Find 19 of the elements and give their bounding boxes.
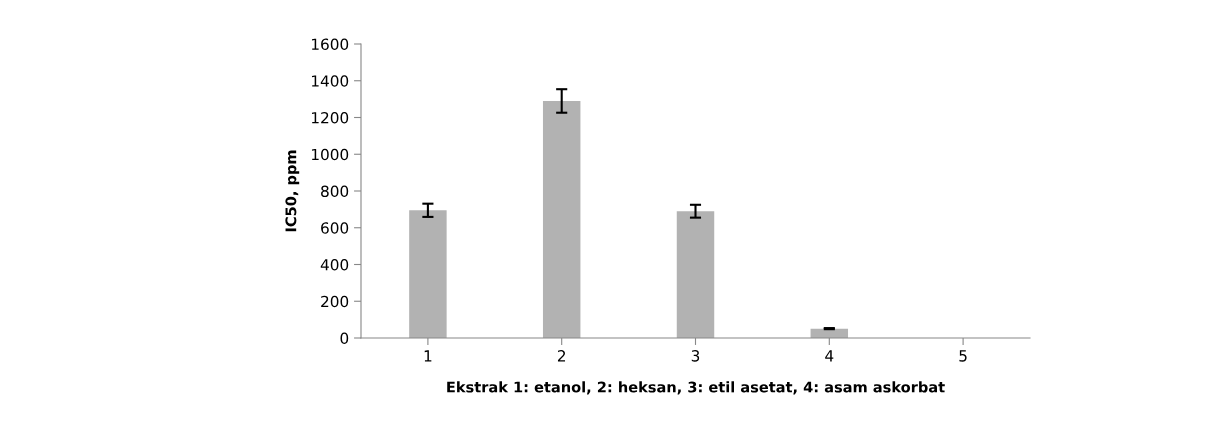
bar bbox=[542, 100, 581, 338]
x-tick-label: 5 bbox=[959, 350, 967, 362]
y-tick-label: 1000 bbox=[311, 148, 349, 161]
y-tick-label: 1400 bbox=[311, 75, 349, 87]
x-tick-label: 1 bbox=[424, 350, 432, 362]
x-axis-title: Ekstrak 1: etanol, 2: heksan, 3: etil asetat, 4: asam askorbat bbox=[447, 381, 945, 395]
y-tick-label: 200 bbox=[321, 295, 349, 308]
y-tick-label: 1600 bbox=[311, 38, 349, 51]
y-tick-label: 800 bbox=[321, 185, 349, 198]
x-tick-label: 2 bbox=[557, 350, 566, 362]
y-tick-label: 1200 bbox=[311, 111, 349, 124]
x-tick-label: 3 bbox=[691, 350, 700, 362]
y-tick-label: 600 bbox=[321, 222, 349, 234]
y-axis-title: IC50, ppm bbox=[285, 150, 300, 232]
bar bbox=[676, 211, 715, 338]
y-tick-label: 0 bbox=[340, 332, 349, 345]
y-tick-label: 400 bbox=[320, 258, 349, 271]
bar bbox=[409, 210, 447, 338]
x-tick-label: 4 bbox=[825, 350, 834, 362]
